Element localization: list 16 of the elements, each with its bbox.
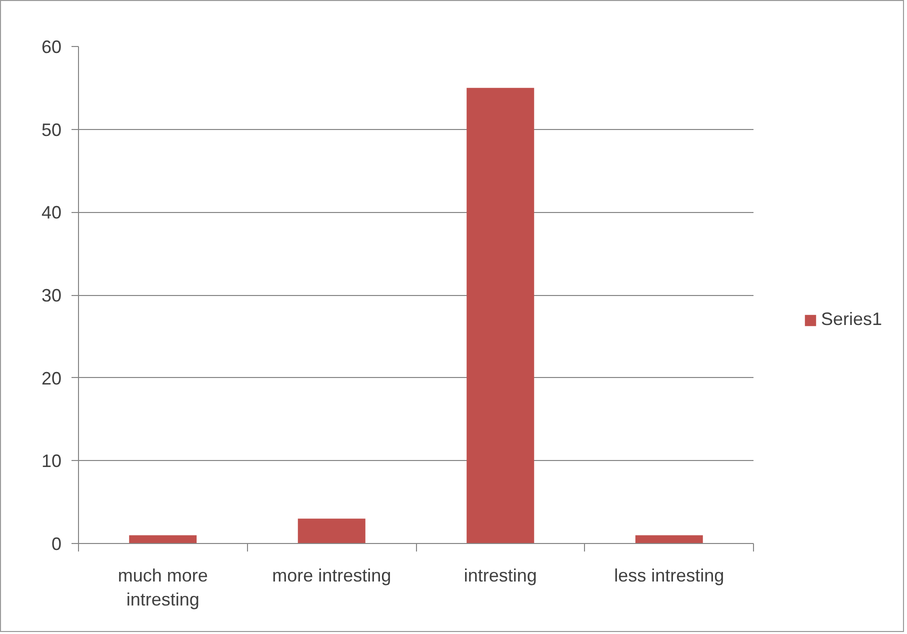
y-tick-label: 60: [41, 37, 62, 57]
y-tick-label: 30: [41, 286, 62, 306]
x-tick-label: less intresting: [614, 566, 724, 586]
x-tick-label: intresting: [464, 566, 537, 586]
y-tick-label: 50: [41, 120, 62, 140]
bar: [129, 535, 197, 544]
legend-label: Series1: [821, 309, 882, 330]
bar: [635, 535, 703, 544]
y-tick-label: 0: [51, 534, 62, 554]
bar: [466, 88, 534, 544]
y-tick-label: 40: [41, 202, 62, 223]
x-tick-label: much more intresting: [118, 566, 208, 610]
x-tick-label: more intresting: [272, 566, 392, 586]
y-tick-label: 20: [41, 368, 62, 388]
y-tick-label: 10: [41, 451, 62, 472]
bar: [298, 518, 366, 544]
